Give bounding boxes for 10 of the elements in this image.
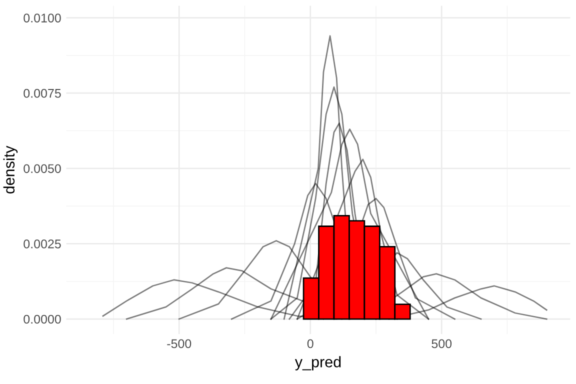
- x-axis-title: y_pred: [294, 356, 341, 370]
- y-tick-label: 0.0000: [24, 314, 61, 324]
- x-tick-label: -500: [167, 339, 192, 348]
- x-tick-label: 0: [307, 339, 314, 348]
- x-tick-label: 500: [432, 339, 452, 348]
- y-tick-label: 0.0075: [24, 88, 61, 98]
- y-tick-label: 0.0050: [24, 164, 61, 174]
- y-tick-label: 0.0100: [24, 14, 61, 22]
- y-axis-title: density: [3, 146, 18, 194]
- y-tick-label: 0.0025: [24, 240, 61, 248]
